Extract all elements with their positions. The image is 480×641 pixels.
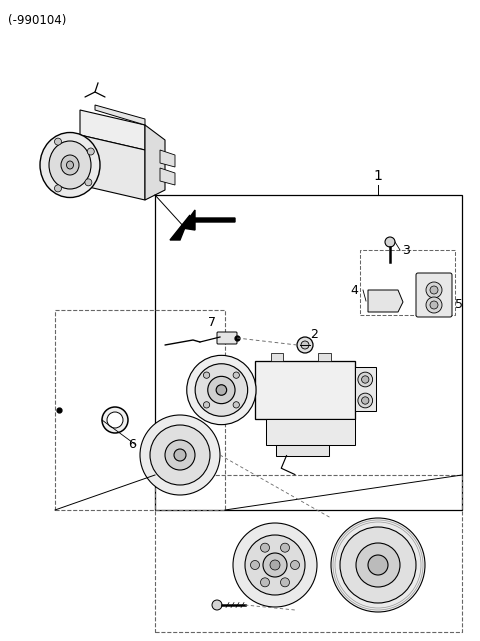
- Polygon shape: [145, 125, 165, 200]
- Circle shape: [87, 148, 94, 155]
- Circle shape: [290, 560, 300, 569]
- Text: 2: 2: [310, 328, 318, 342]
- Ellipse shape: [49, 141, 91, 189]
- Circle shape: [280, 578, 289, 587]
- Polygon shape: [355, 367, 376, 411]
- Ellipse shape: [61, 155, 79, 175]
- Circle shape: [233, 402, 240, 408]
- Circle shape: [140, 415, 220, 495]
- Circle shape: [361, 397, 369, 404]
- Circle shape: [356, 543, 400, 587]
- Text: (-990104): (-990104): [8, 14, 66, 27]
- FancyBboxPatch shape: [217, 332, 237, 344]
- Text: 6: 6: [128, 438, 136, 451]
- FancyBboxPatch shape: [318, 353, 331, 361]
- FancyBboxPatch shape: [271, 353, 283, 361]
- Circle shape: [251, 560, 260, 569]
- Circle shape: [204, 372, 210, 378]
- Circle shape: [263, 553, 287, 577]
- Polygon shape: [255, 361, 355, 419]
- Text: 7: 7: [208, 315, 216, 328]
- Circle shape: [216, 385, 227, 395]
- Polygon shape: [80, 135, 145, 200]
- Circle shape: [280, 543, 289, 552]
- Circle shape: [204, 402, 210, 408]
- Polygon shape: [170, 215, 190, 240]
- Circle shape: [385, 237, 395, 247]
- Polygon shape: [368, 290, 403, 312]
- Circle shape: [368, 555, 388, 575]
- Circle shape: [261, 543, 269, 552]
- Circle shape: [426, 282, 442, 298]
- Circle shape: [150, 425, 210, 485]
- Circle shape: [212, 600, 222, 610]
- Circle shape: [331, 518, 425, 612]
- Circle shape: [245, 535, 305, 595]
- Ellipse shape: [40, 133, 100, 197]
- Polygon shape: [160, 150, 175, 167]
- Circle shape: [361, 376, 369, 383]
- Circle shape: [297, 337, 313, 353]
- Circle shape: [85, 179, 92, 186]
- Ellipse shape: [67, 161, 73, 169]
- Circle shape: [358, 393, 372, 408]
- Text: 3: 3: [402, 244, 410, 256]
- Circle shape: [430, 301, 438, 309]
- Circle shape: [233, 372, 240, 378]
- Circle shape: [426, 297, 442, 313]
- Circle shape: [430, 286, 438, 294]
- Text: 4: 4: [350, 283, 358, 297]
- Text: 5: 5: [455, 299, 463, 312]
- Circle shape: [208, 376, 235, 404]
- Circle shape: [165, 440, 195, 470]
- Circle shape: [174, 449, 186, 461]
- Circle shape: [340, 527, 416, 603]
- Text: 1: 1: [373, 169, 383, 183]
- Polygon shape: [265, 419, 355, 445]
- Circle shape: [270, 560, 280, 570]
- Circle shape: [55, 185, 61, 192]
- Polygon shape: [95, 105, 145, 125]
- Circle shape: [102, 407, 128, 433]
- Circle shape: [233, 523, 317, 607]
- Circle shape: [55, 138, 61, 145]
- Circle shape: [261, 578, 269, 587]
- Circle shape: [301, 341, 309, 349]
- Circle shape: [195, 363, 248, 416]
- Circle shape: [107, 412, 123, 428]
- Polygon shape: [160, 168, 175, 185]
- Polygon shape: [80, 110, 145, 150]
- Polygon shape: [276, 445, 328, 456]
- Polygon shape: [182, 210, 235, 230]
- Circle shape: [187, 355, 256, 424]
- Circle shape: [358, 372, 372, 387]
- FancyBboxPatch shape: [416, 273, 452, 317]
